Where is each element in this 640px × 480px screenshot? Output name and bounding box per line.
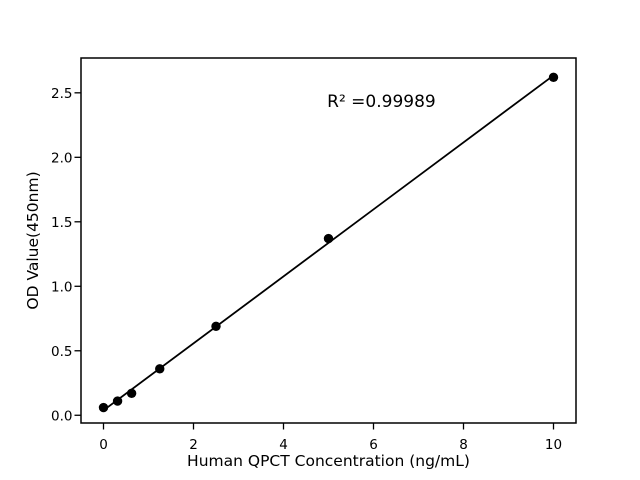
data-point xyxy=(98,402,109,413)
x-axis-label: Human QPCT Concentration (ng/mL) xyxy=(187,452,470,470)
data-point xyxy=(211,321,221,331)
data-point xyxy=(126,388,137,399)
axis-ticks: 0 2 4 6 8 10 0.0 0.5 1.0 1.5 2.0 2.5 xyxy=(51,86,562,453)
y-axis-label: OD Value(450nm) xyxy=(24,171,42,309)
data-point xyxy=(548,72,559,83)
x-tick-label: 8 xyxy=(459,437,468,453)
x-tick-label: 2 xyxy=(189,437,198,453)
data-series xyxy=(98,72,559,413)
data-point xyxy=(112,396,123,406)
y-tick-label: 1.5 xyxy=(51,215,72,231)
r-squared-annotation: R² =0.99989 xyxy=(327,92,436,112)
y-tick-label: 2.5 xyxy=(51,86,72,102)
x-tick-label: 0 xyxy=(99,437,108,453)
data-point xyxy=(155,364,165,374)
x-tick-label: 4 xyxy=(279,437,288,453)
data-point xyxy=(323,233,334,244)
y-tick-label: 0.5 xyxy=(51,344,72,360)
plot-area-border xyxy=(80,57,577,424)
x-tick-label: 10 xyxy=(545,437,562,453)
y-tick-label: 0.0 xyxy=(51,408,72,424)
y-tick-label: 1.0 xyxy=(51,279,72,295)
x-tick-label: 6 xyxy=(369,437,378,453)
y-tick-label: 2.0 xyxy=(51,150,72,166)
